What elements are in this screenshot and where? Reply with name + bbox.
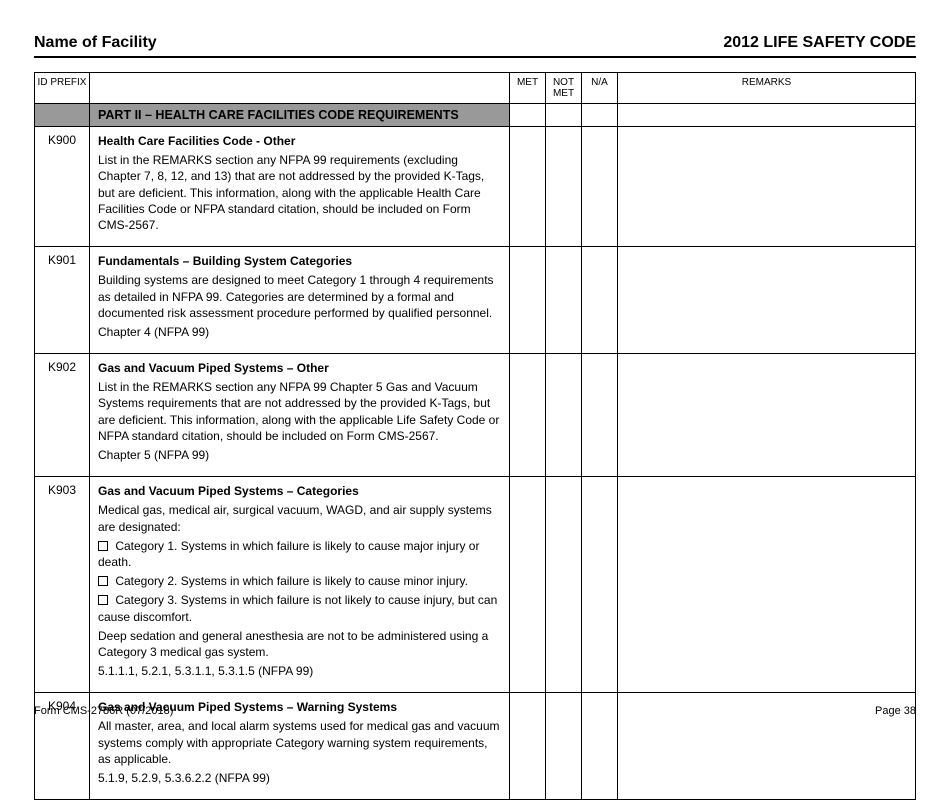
checkbox-line: Category 2. Systems in which failure is … xyxy=(98,573,501,589)
row-reference: 5.1.9, 5.2.9, 5.3.6.2.2 (NFPA 99) xyxy=(98,770,501,786)
checkbox-icon xyxy=(98,595,108,605)
table-header-row: ID PREFIX MET NOT MET N/A REMARKS xyxy=(35,73,916,104)
row-title: Gas and Vacuum Piped Systems – Other xyxy=(98,360,501,376)
remarks-cell[interactable] xyxy=(618,127,916,247)
table-row: K900 Health Care Facilities Code - Other L… xyxy=(35,127,916,247)
not-met-cell[interactable] xyxy=(546,354,582,477)
table-row: K902Gas and Vacuum Piped Systems – Other… xyxy=(35,354,916,477)
page-number: Page 38 xyxy=(875,705,916,717)
not-met-cell[interactable] xyxy=(546,127,582,247)
row-body: All master, area, and local alarm system… xyxy=(98,718,501,767)
met-cell[interactable] xyxy=(510,247,546,354)
row-body: List in the REMARKS section any NFPA 99 … xyxy=(98,152,501,233)
na-cell[interactable] xyxy=(582,127,618,247)
row-body: Building systems are designed to meet Ca… xyxy=(98,272,501,321)
page-header: Name of Facility 2012 LIFE SAFETY CODE xyxy=(34,34,916,58)
row-id: K903 xyxy=(35,477,90,693)
row-id: K901 xyxy=(35,247,90,354)
row-reference: Chapter 5 (NFPA 99) xyxy=(98,447,501,463)
row-body: List in the REMARKS section any NFPA 99 … xyxy=(98,379,501,444)
row-title: Gas and Vacuum Piped Systems – Categorie… xyxy=(98,483,501,499)
requirements-table: ID PREFIX MET NOT MET N/A REMARKS PART I… xyxy=(34,72,916,800)
col-not-met: NOT MET xyxy=(546,73,582,104)
row-reference: Chapter 4 (NFPA 99) xyxy=(98,324,501,340)
facility-name: Name of Facility xyxy=(34,34,157,52)
remarks-cell[interactable] xyxy=(618,477,916,693)
remarks-cell[interactable] xyxy=(618,247,916,354)
row-id: K902 xyxy=(35,354,90,477)
col-met: MET xyxy=(510,73,546,104)
checkbox-icon xyxy=(98,541,108,551)
row-title: Fundamentals – Building System Categorie… xyxy=(98,253,501,269)
section-title: PART II – HEALTH CARE FACILITIES CODE RE… xyxy=(90,104,510,127)
table-row: K903 Gas and Vacuum Piped Systems – Categ… xyxy=(35,477,916,693)
row-description: Health Care Facilities Code - Other List … xyxy=(90,127,510,247)
code-title: 2012 LIFE SAFETY CODE xyxy=(723,34,916,52)
na-cell[interactable] xyxy=(582,247,618,354)
row-description: Gas and Vacuum Piped Systems – Categorie… xyxy=(90,477,510,693)
met-cell[interactable] xyxy=(510,127,546,247)
na-cell[interactable] xyxy=(582,477,618,693)
row-id: K900 xyxy=(35,127,90,247)
checkbox-icon xyxy=(98,576,108,586)
table-row: K901 Fundamentals – Building System Categ… xyxy=(35,247,916,354)
form-number: Form CMS-2786R (07/2018) xyxy=(34,705,173,717)
col-remarks: REMARKS xyxy=(618,73,916,104)
col-desc xyxy=(90,73,510,104)
row-body: Medical gas, medical air, surgical vacuu… xyxy=(98,502,501,534)
row-description: Fundamentals – Building System Categorie… xyxy=(90,247,510,354)
row-description: Gas and Vacuum Piped Systems – Other List… xyxy=(90,354,510,477)
row-title: Health Care Facilities Code - Other xyxy=(98,133,501,149)
checkbox-line: Category 3. Systems in which failure is … xyxy=(98,592,501,624)
not-met-cell[interactable] xyxy=(546,477,582,693)
met-cell[interactable] xyxy=(510,477,546,693)
row-body2: Deep sedation and general anesthesia are… xyxy=(98,628,501,660)
na-cell[interactable] xyxy=(582,354,618,477)
checkbox-line: Category 1. Systems in which failure is … xyxy=(98,538,501,570)
col-id: ID PREFIX xyxy=(35,73,90,104)
section-header-row: PART II – HEALTH CARE FACILITIES CODE RE… xyxy=(35,104,916,127)
not-met-cell[interactable] xyxy=(546,247,582,354)
met-cell[interactable] xyxy=(510,354,546,477)
page-footer: Form CMS-2786R (07/2018) Page 38 xyxy=(34,705,916,717)
remarks-cell[interactable] xyxy=(618,354,916,477)
col-na: N/A xyxy=(582,73,618,104)
row-reference: 5.1.1.1, 5.2.1, 5.3.1.1, 5.3.1.5 (NFPA 9… xyxy=(98,663,501,679)
section-id-cell xyxy=(35,104,90,127)
